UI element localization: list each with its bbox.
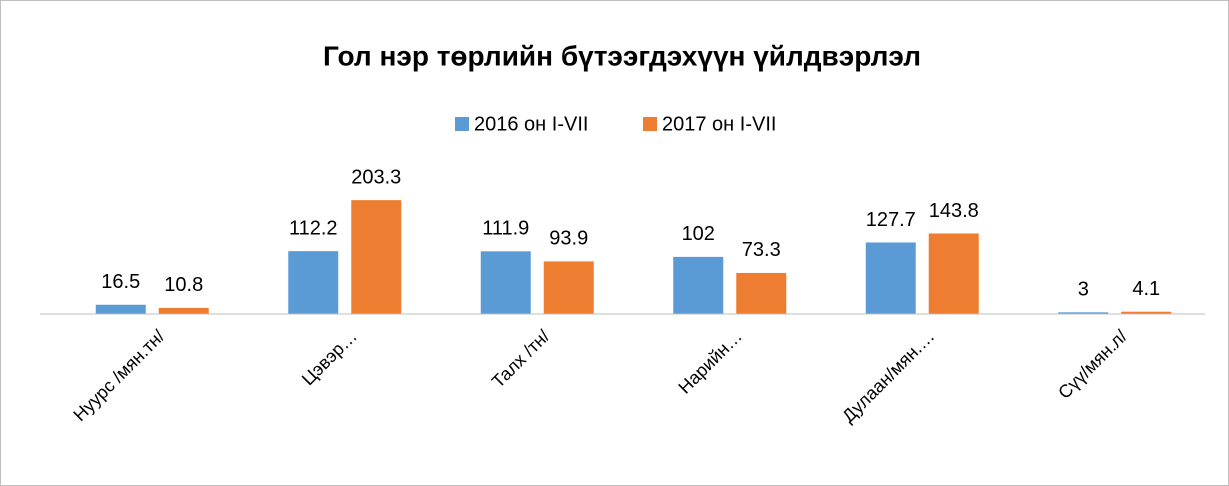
bar: [1121, 311, 1172, 314]
chart-title: Гол нэр төрлийн бүтээгдэхүүн үйлдвэрлэл: [323, 40, 921, 71]
data-label: 73.3: [742, 239, 781, 261]
data-label: 143.8: [929, 200, 979, 222]
data-label: 3: [1078, 279, 1089, 301]
bar: [736, 272, 787, 314]
bar: [288, 251, 339, 314]
bar: [95, 304, 146, 314]
bar: [543, 261, 594, 314]
bar: [673, 256, 724, 314]
data-label: 127.7: [866, 209, 916, 231]
data-label: 111.9: [482, 218, 529, 240]
legend-swatch: [455, 117, 469, 131]
data-label: 203.3: [351, 166, 401, 188]
legend-label: 2017 он I-VII: [662, 113, 776, 135]
data-label: 16.5: [101, 271, 140, 293]
data-label: 112.2: [289, 217, 338, 239]
data-label: 4.1: [1132, 278, 1160, 300]
bar: [351, 200, 402, 314]
bar: [1058, 312, 1109, 314]
data-label: 10.8: [164, 274, 203, 296]
data-label: 93.9: [549, 228, 588, 250]
bar: [928, 233, 979, 314]
legend-swatch: [643, 117, 657, 131]
bar: [480, 251, 531, 314]
bar: [865, 242, 916, 314]
legend-label: 2016 он I-VII: [474, 113, 588, 135]
data-label: 102: [682, 223, 715, 245]
bar: [158, 307, 209, 314]
